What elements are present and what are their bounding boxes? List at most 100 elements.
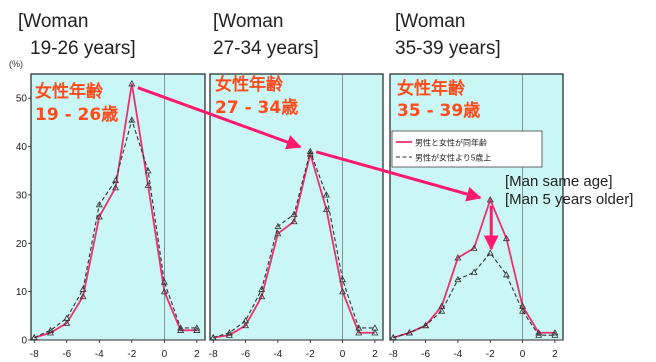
point-5-years-older: [193, 324, 201, 331]
panel-3-header-line1: [Woman: [395, 11, 466, 32]
point-5-years-older: [371, 324, 379, 331]
point-same-age: [160, 288, 168, 295]
x-tick-label: 2: [372, 349, 378, 360]
x-tick-label: -4: [453, 349, 462, 360]
point-same-age: [112, 184, 120, 191]
point-same-age: [502, 234, 510, 242]
x-tick-label: 2: [194, 349, 200, 360]
legend-5-years-older-label: 男性が女性より5歳上: [415, 153, 491, 163]
point-same-age: [486, 196, 494, 203]
y-tick-label: 0: [21, 336, 27, 347]
point-5-years-older: [454, 275, 462, 283]
point-5-years-older: [339, 275, 347, 283]
point-5-years-older: [225, 329, 233, 336]
series-5-years-older-line: [393, 252, 555, 339]
y-tick-label: 30: [16, 190, 28, 201]
series-same-age-line: [33, 83, 197, 339]
point-same-age: [355, 329, 363, 336]
point-5-years-older: [422, 321, 430, 329]
panel-2-header-line2: 27-34 years]: [213, 38, 319, 59]
legend-same-age-label: 男性と女性が同年齢: [415, 138, 487, 148]
panel-2-jp-label-line1: 女性年齢: [215, 75, 283, 95]
x-tick-label: 0: [340, 349, 346, 360]
point-5-years-older: [306, 147, 314, 155]
x-tick-label: -2: [127, 349, 136, 360]
point-5-years-older: [551, 331, 559, 338]
point-5-years-older: [95, 200, 103, 208]
point-same-age: [258, 292, 266, 300]
series-5-years-older-line: [213, 149, 375, 339]
panel-3-jp-label-line2: 35 - 39歳: [397, 101, 481, 121]
point-5-years-older: [258, 285, 266, 292]
point-same-age: [322, 205, 330, 213]
trend-arrow-1: [137, 86, 302, 150]
point-5-years-older: [63, 314, 71, 321]
y-tick-label: 10: [16, 287, 28, 298]
x-tick-label: 0: [520, 349, 526, 360]
point-same-age: [371, 329, 379, 336]
point-same-age: [63, 319, 71, 326]
panel-background: [30, 73, 206, 341]
x-tick-label: -8: [30, 349, 39, 360]
point-5-years-older: [389, 333, 397, 341]
x-tick-label: -2: [486, 349, 495, 360]
legend-box: [391, 130, 543, 168]
point-5-years-older: [519, 307, 527, 314]
point-5-years-older: [438, 307, 446, 314]
point-same-age: [144, 181, 152, 188]
y-tick-label: 20: [16, 239, 28, 250]
x-tick-label: -8: [209, 349, 218, 360]
panel-2: -8 -6 -4 -2 0 2: [209, 73, 384, 360]
point-5-years-older: [144, 167, 152, 174]
x-tick-label: -2: [306, 349, 315, 360]
point-5-years-older: [112, 176, 120, 184]
point-same-age: [339, 288, 347, 295]
point-same-age: [454, 254, 462, 261]
point-5-years-older: [290, 210, 298, 217]
y-tick-label: 40: [16, 142, 28, 153]
series-same-age-line: [213, 150, 375, 339]
point-same-age: [290, 217, 298, 225]
x-tick-label: -4: [273, 349, 282, 360]
panel-1: -8 -6 -4 -2 0 2: [30, 73, 206, 360]
panel-2-header-line1: [Woman: [213, 11, 284, 32]
x-tick-label: -8: [389, 349, 398, 360]
point-5-years-older: [47, 326, 54, 333]
point-same-age: [242, 321, 250, 329]
point-same-age: [551, 329, 559, 336]
panel-3-header-line2: 35-39 years]: [395, 38, 501, 59]
point-5-years-older: [502, 271, 510, 278]
point-5-years-older: [128, 116, 136, 123]
point-5-years-older: [486, 249, 494, 256]
point-5-years-older: [274, 222, 282, 229]
point-5-years-older: [209, 333, 217, 341]
point-5-years-older: [30, 333, 38, 341]
point-5-years-older: [470, 268, 478, 275]
point-5-years-older: [405, 329, 413, 336]
panel-1-jp-label-line1: 女性年齢: [35, 82, 103, 102]
annotation-man-5-years-older: [Man 5 years older]: [505, 191, 634, 208]
panel-2-jp-label-line2: 27 - 34歳: [215, 98, 299, 118]
panel-background: [389, 73, 564, 341]
point-5-years-older: [322, 191, 330, 198]
point-5-years-older: [177, 324, 185, 331]
x-tick-label: 0: [162, 349, 168, 360]
x-tick-label: -6: [421, 349, 430, 360]
annotation-man-same-age: [Man same age]: [505, 173, 613, 190]
point-same-age: [470, 244, 478, 251]
panel-1-header-line2: 19-26 years]: [30, 38, 136, 59]
point-5-years-older: [355, 324, 363, 331]
panel-3: -8 -6 -4 -2 0 2: [389, 73, 564, 360]
y-tick-label: 50: [16, 94, 28, 105]
point-5-years-older: [160, 278, 168, 285]
trend-arrow-2: [315, 150, 482, 202]
y-axis-label: (%): [9, 59, 23, 69]
point-5-years-older: [242, 317, 250, 324]
x-tick-label: 2: [552, 349, 558, 360]
point-5-years-older: [79, 285, 87, 292]
point-same-age: [95, 213, 103, 220]
series-5-years-older-line: [34, 117, 197, 339]
point-same-age: [128, 80, 136, 87]
